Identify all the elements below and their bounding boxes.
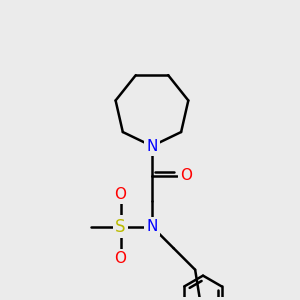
- Text: O: O: [180, 168, 192, 183]
- Text: N: N: [146, 219, 158, 234]
- Text: S: S: [115, 218, 126, 236]
- Text: O: O: [115, 251, 127, 266]
- Text: O: O: [115, 187, 127, 202]
- Text: N: N: [146, 139, 158, 154]
